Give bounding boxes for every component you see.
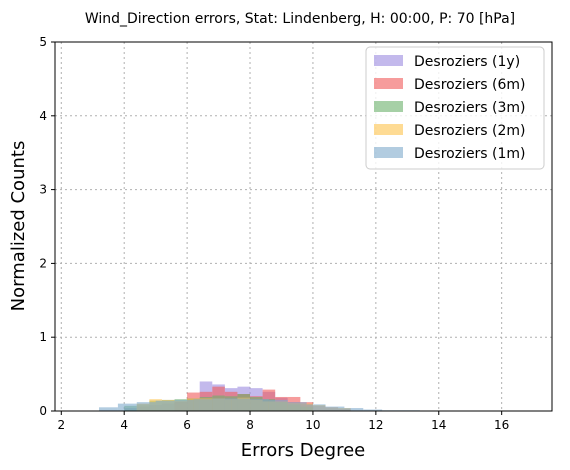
y-axis-ticks: 0 1 2 3 4 5	[39, 35, 55, 418]
histogram-bar	[287, 402, 307, 411]
legend-box	[365, 46, 545, 170]
histogram-bar	[174, 399, 194, 411]
histogram-bar	[155, 400, 175, 411]
y-tick-label: 1	[39, 330, 47, 344]
x-axis-ticks: 2 4 6 8 10 12 14 16	[57, 411, 509, 432]
x-tick-label: 2	[57, 418, 65, 432]
x-tick-label: 16	[494, 418, 509, 432]
legend-swatch	[374, 101, 403, 112]
legend-label: Desroziers (1y)	[414, 54, 520, 70]
legend-items: Desroziers (1y) Desroziers (6m) Desroziers…	[374, 54, 526, 162]
legend-item: Desroziers (6m)	[374, 77, 526, 93]
x-tick-label: 14	[431, 418, 446, 432]
x-tick-label: 12	[368, 418, 383, 432]
y-tick-label: 2	[39, 256, 47, 270]
legend-swatch	[374, 147, 403, 158]
x-tick-label: 8	[246, 418, 254, 432]
legend-swatch	[374, 78, 403, 89]
histogram-bar	[99, 407, 118, 411]
histogram-bars	[99, 381, 439, 411]
histogram-bar	[193, 399, 213, 411]
histogram-bar	[117, 403, 137, 411]
x-axis-title: Errors Degree	[241, 440, 366, 461]
x-tick-label: 10	[305, 418, 320, 432]
legend-label: Desroziers (3m)	[414, 100, 526, 116]
legend-label: Desroziers (2m)	[414, 123, 526, 139]
y-tick-label: 4	[39, 109, 47, 123]
legend-swatch	[374, 124, 403, 135]
histogram-bar	[268, 399, 288, 411]
y-tick-label: 3	[39, 183, 47, 197]
histogram-bar	[306, 404, 326, 411]
histogram-bar	[212, 398, 232, 411]
legend-label: Desroziers (1m)	[414, 146, 526, 162]
histogram-bar	[325, 406, 345, 411]
histogram-bar	[344, 408, 364, 411]
y-tick-label: 0	[39, 404, 47, 418]
legend-item: Desroziers (3m)	[374, 100, 526, 116]
axes-frame	[54, 41, 553, 412]
x-tick-label: 6	[183, 418, 191, 432]
legend-swatch	[374, 55, 403, 66]
x-tick-label: 4	[120, 418, 128, 432]
y-axis-title: Normalized Counts	[8, 141, 29, 312]
legend-item: Desroziers (1y)	[374, 54, 520, 70]
y-tick-label: 5	[39, 35, 47, 49]
legend: Desroziers (1y) Desroziers (6m) Desroziers…	[365, 46, 545, 170]
histogram-bar	[231, 398, 251, 411]
legend-label: Desroziers (6m)	[414, 77, 526, 93]
chart-title: Wind_Direction errors, Stat: Lindenberg,…	[85, 11, 515, 27]
histogram-bar	[363, 409, 383, 411]
plot-frame	[54, 41, 553, 412]
histogram-bar	[136, 402, 156, 411]
legend-item: Desroziers (1m)	[374, 146, 526, 162]
histogram-bar	[250, 399, 269, 411]
legend-item: Desroziers (2m)	[374, 123, 526, 139]
